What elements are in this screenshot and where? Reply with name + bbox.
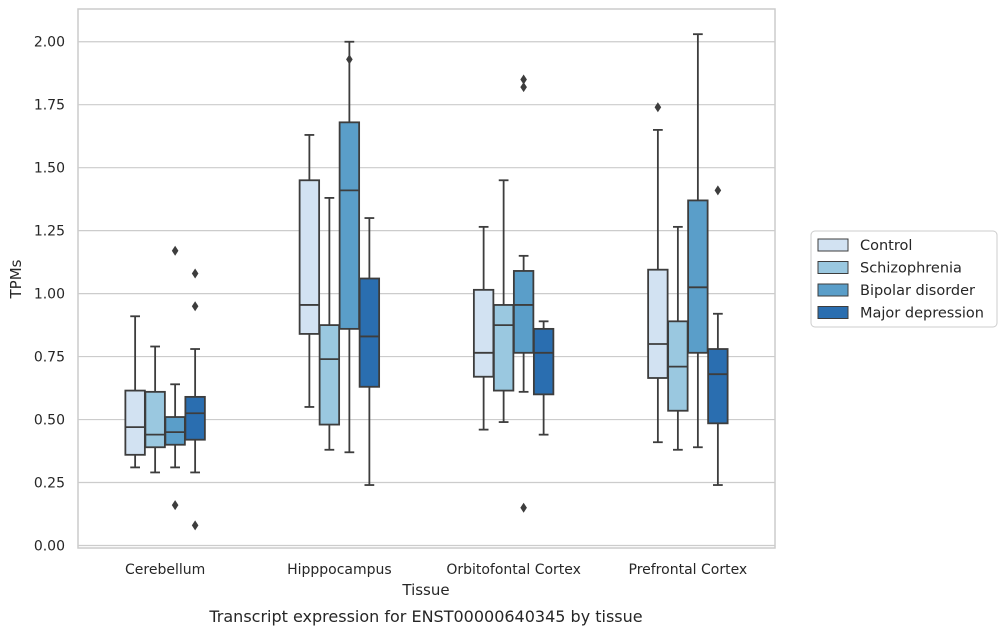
x-tick-label: Hipppocampus bbox=[287, 562, 392, 578]
iqr-box bbox=[512, 270, 535, 354]
legend-swatch bbox=[817, 283, 849, 297]
box-schizophrenia-1 bbox=[318, 197, 341, 451]
outlier-point bbox=[171, 500, 179, 511]
iqr-box bbox=[338, 121, 361, 330]
iqr-box bbox=[687, 199, 709, 354]
x-tick-label: Orbitofontal Cortex bbox=[446, 562, 581, 578]
outlier-point bbox=[171, 245, 179, 256]
legend-label: Control bbox=[860, 238, 912, 254]
legend-swatch bbox=[817, 238, 849, 252]
iqr-box bbox=[647, 268, 669, 379]
iqr-box bbox=[184, 395, 206, 441]
chart-caption: Transcript expression for ENST0000064034… bbox=[208, 607, 642, 626]
iqr-box bbox=[164, 416, 186, 446]
box-major-depression-1 bbox=[358, 217, 381, 486]
y-tick-label: 1.00 bbox=[34, 287, 65, 303]
iqr-box bbox=[707, 348, 729, 425]
y-tick-label: 1.75 bbox=[34, 98, 65, 114]
box-major-depression-0 bbox=[184, 268, 206, 531]
box-bipolar-disorder-3 bbox=[687, 33, 709, 449]
y-tick-label: 0.25 bbox=[34, 476, 65, 492]
box-control-3 bbox=[647, 102, 669, 444]
y-axis-label: TPMs bbox=[7, 259, 25, 299]
iqr-box bbox=[318, 324, 341, 426]
y-tick-label: 0.50 bbox=[34, 413, 65, 429]
plot-background bbox=[78, 9, 775, 548]
x-axis-label: Tissue bbox=[401, 581, 449, 599]
outlier-point bbox=[654, 102, 662, 113]
box-schizophrenia-0 bbox=[144, 345, 166, 474]
outlier-point bbox=[191, 301, 199, 312]
iqr-box bbox=[532, 327, 555, 396]
iqr-box bbox=[358, 277, 381, 388]
y-tick-label: 1.50 bbox=[34, 161, 65, 177]
iqr-box bbox=[492, 304, 515, 392]
outlier-point bbox=[191, 520, 199, 531]
legend-frame bbox=[810, 230, 998, 328]
iqr-box bbox=[124, 389, 146, 456]
plot-frame bbox=[77, 8, 776, 549]
legend-swatch bbox=[817, 261, 849, 274]
iqr-box bbox=[472, 288, 495, 378]
y-tick-label: 2.00 bbox=[34, 35, 65, 51]
x-tick-label: Cerebellum bbox=[125, 562, 205, 578]
y-tick-label: 1.25 bbox=[34, 224, 65, 240]
iqr-box bbox=[298, 179, 321, 335]
legend-label: Schizophrenia bbox=[860, 261, 962, 277]
legend-label: Bipolar disorder bbox=[860, 283, 975, 299]
outlier-point bbox=[520, 74, 527, 85]
outlier-point bbox=[714, 185, 722, 196]
box-schizophrenia-3 bbox=[667, 225, 689, 451]
iqr-box bbox=[144, 390, 166, 449]
x-tick-label: Prefrontal Cortex bbox=[629, 562, 748, 578]
outlier-point bbox=[346, 54, 353, 65]
box-major-depression-2 bbox=[532, 320, 555, 436]
outlier-point bbox=[191, 268, 199, 279]
legend-label: Major depression bbox=[860, 306, 984, 322]
legend: Control Schizophrenia Bipolar disorder Majo… bbox=[810, 230, 998, 328]
y-tick-label: 0.00 bbox=[34, 538, 65, 554]
box-bipolar-disorder-2 bbox=[512, 74, 535, 513]
y-tick-label: 0.75 bbox=[34, 350, 65, 366]
legend-swatch bbox=[817, 306, 849, 319]
outlier-point bbox=[520, 82, 527, 93]
outlier-point bbox=[520, 502, 527, 513]
box-control-1 bbox=[298, 134, 321, 408]
plot-area: 0.00 0.25 0.50 0.75 1.00 1.25 1.50 1.75 2.00 Cere… bbox=[34, 8, 776, 578]
box-bipolar-disorder-0 bbox=[164, 245, 186, 511]
box-bipolar-disorder-1 bbox=[338, 40, 361, 454]
box-major-depression-3 bbox=[707, 185, 729, 486]
